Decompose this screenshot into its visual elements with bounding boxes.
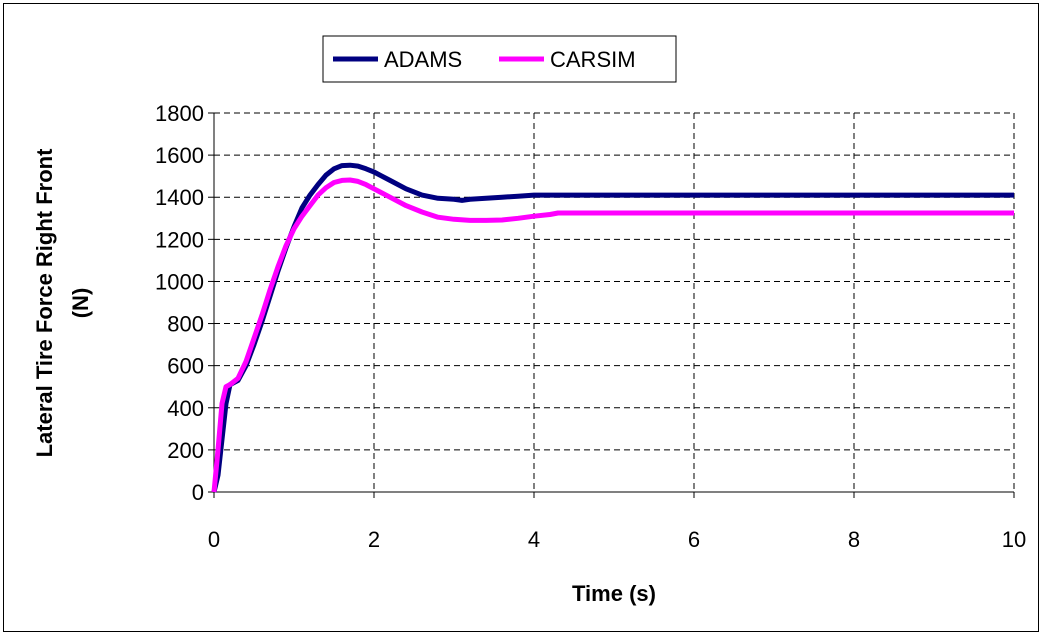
- series-lines: [211, 162, 1014, 493]
- y-tick-label: 1000: [155, 269, 204, 294]
- x-tick-label: 8: [848, 527, 860, 552]
- axes: [208, 112, 1015, 498]
- x-tick-label: 4: [528, 527, 540, 552]
- chart-frame: [3, 3, 1039, 632]
- x-tick-label: 2: [368, 527, 380, 552]
- series-line-carsim: [211, 177, 1014, 493]
- y-tick-label: 600: [167, 354, 204, 379]
- x-tick-label: 6: [688, 527, 700, 552]
- y-tick-label: 1200: [155, 227, 204, 252]
- y-axis-title: Lateral Tire Force Right Front (N): [32, 148, 93, 458]
- y-tick-label: 1800: [155, 101, 204, 126]
- legend-label-series-2: CARSIM: [550, 47, 636, 72]
- y-tick-label: 400: [167, 396, 204, 421]
- y-tick-label: 800: [167, 312, 204, 337]
- y-tick-label: 1400: [155, 185, 204, 210]
- y-tick-label: 200: [167, 438, 204, 463]
- legend: ADAMS CARSIM: [322, 35, 677, 83]
- x-tick-label: 10: [1002, 527, 1026, 552]
- y-tick-label: 0: [192, 480, 204, 505]
- y-axis-title-line-2: (N): [68, 288, 93, 319]
- legend-label-series-1: ADAMS: [384, 47, 462, 72]
- x-tick-label: 0: [208, 527, 220, 552]
- y-axis-title-line-1: Lateral Tire Force Right Front: [32, 148, 57, 458]
- y-tick-label: 1600: [155, 143, 204, 168]
- tick-labels: 0 200 400 600 800 1000 1200 1400 1600 1800 0 2 4 6 8 10: [155, 101, 1026, 552]
- gridlines: [214, 112, 1015, 492]
- x-axis-title: Time (s): [572, 581, 656, 606]
